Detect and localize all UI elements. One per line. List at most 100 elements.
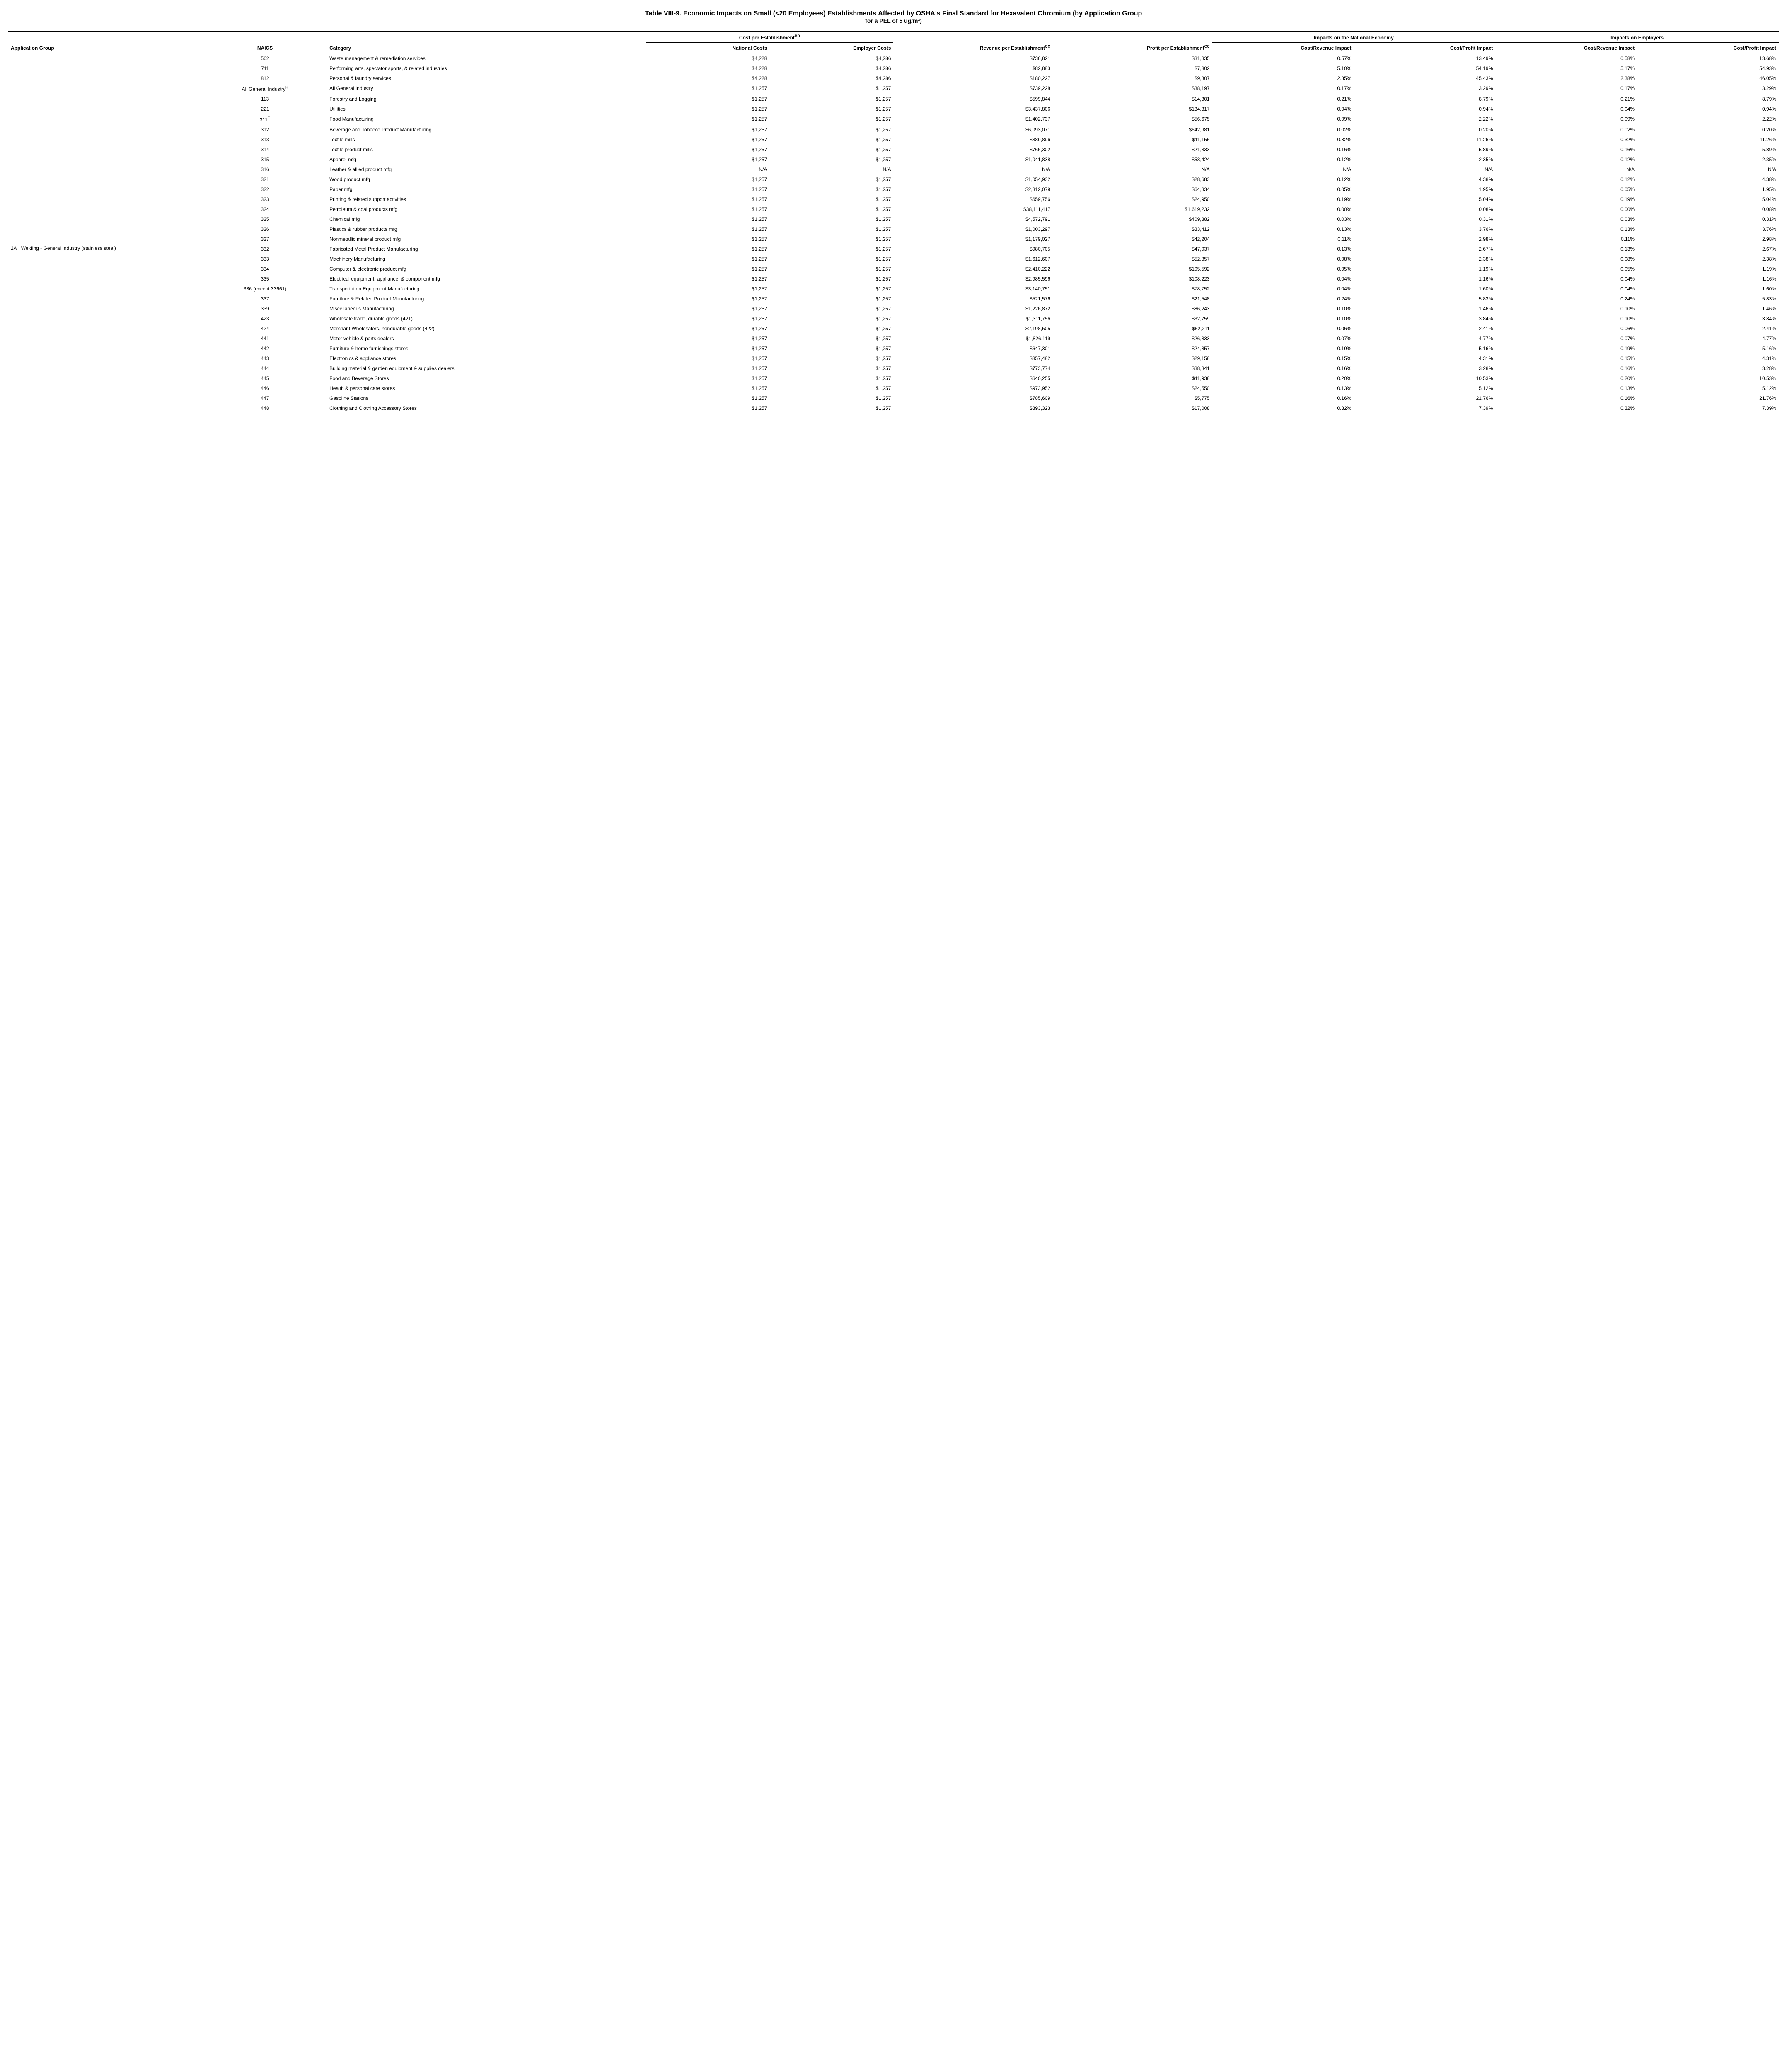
- cell-cp-emp: 5.16%: [1637, 344, 1779, 353]
- cell-profit: $642,981: [1053, 125, 1212, 135]
- cell-cp-emp: 0.94%: [1637, 104, 1779, 114]
- cell-cr-nat: 0.04%: [1212, 274, 1354, 284]
- cell-cp-emp: 54.93%: [1637, 63, 1779, 73]
- cell-category: Forestry and Logging: [327, 94, 646, 104]
- cell-naics: 446: [203, 383, 327, 393]
- cell-cp-emp: 2.38%: [1637, 254, 1779, 264]
- table-row: 448Clothing and Clothing Accessory Store…: [8, 403, 1779, 413]
- cell-employer-costs: $1,257: [769, 373, 893, 383]
- cell-cp-nat: 21.76%: [1354, 393, 1495, 403]
- table-title: Table VIII-9. Economic Impacts on Small …: [8, 10, 1779, 24]
- cell-category: Clothing and Clothing Accessory Stores: [327, 403, 646, 413]
- cell-cp-nat: 3.84%: [1354, 314, 1495, 324]
- col-employer-costs: Employer Costs: [769, 43, 893, 53]
- cell-category: Electronics & appliance stores: [327, 353, 646, 363]
- cell-profit: $38,197: [1053, 83, 1212, 94]
- cell-cp-emp: 10.53%: [1637, 373, 1779, 383]
- table-row: 562Waste management & remediation servic…: [8, 53, 1779, 63]
- cell-category: Wood product mfg: [327, 174, 646, 184]
- cell-revenue: $640,255: [893, 373, 1053, 383]
- cell-cr-emp: 0.32%: [1495, 135, 1637, 145]
- cell-employer-costs: $1,257: [769, 174, 893, 184]
- cell-revenue: $980,705: [893, 244, 1053, 254]
- cell-cp-emp: 2.98%: [1637, 234, 1779, 244]
- cell-cp-emp: 3.29%: [1637, 83, 1779, 94]
- cell-national-costs: $1,257: [646, 83, 769, 94]
- table-row: 325Chemical mfg$1,257$1,257$4,572,791$40…: [8, 214, 1779, 224]
- cell-cr-emp: 0.16%: [1495, 145, 1637, 155]
- cell-revenue: $647,301: [893, 344, 1053, 353]
- cell-cr-emp: 0.00%: [1495, 204, 1637, 214]
- table-row: 442Furniture & home furnishings stores$1…: [8, 344, 1779, 353]
- cell-naics: 311C: [203, 114, 327, 125]
- table-row: 327Nonmetallic mineral product mfg$1,257…: [8, 234, 1779, 244]
- cell-cr-nat: 0.04%: [1212, 104, 1354, 114]
- cell-national-costs: $1,257: [646, 294, 769, 304]
- col-category: Category: [327, 43, 646, 53]
- cell-cp-nat: 1.19%: [1354, 264, 1495, 274]
- cell-employer-costs: $1,257: [769, 244, 893, 254]
- cell-naics: 448: [203, 403, 327, 413]
- cell-employer-costs: $1,257: [769, 194, 893, 204]
- cell-employer-costs: $1,257: [769, 383, 893, 393]
- cell-cr-emp: 0.16%: [1495, 393, 1637, 403]
- cell-profit: $64,334: [1053, 184, 1212, 194]
- cell-employer-costs: $1,257: [769, 363, 893, 373]
- cell-employer-costs: $1,257: [769, 145, 893, 155]
- cell-naics: 337: [203, 294, 327, 304]
- cell-cp-nat: 3.28%: [1354, 363, 1495, 373]
- cell-naics: 316: [203, 165, 327, 174]
- cell-category: Paper mfg: [327, 184, 646, 194]
- table-row: 336 (except 33661)Transportation Equipme…: [8, 284, 1779, 294]
- cell-profit: $86,243: [1053, 304, 1212, 314]
- cell-cr-emp: 0.05%: [1495, 264, 1637, 274]
- cell-naics: 441: [203, 334, 327, 344]
- cell-national-costs: $1,257: [646, 94, 769, 104]
- cell-national-costs: $1,257: [646, 334, 769, 344]
- cell-cr-emp: 0.58%: [1495, 53, 1637, 63]
- cell-cr-nat: 0.57%: [1212, 53, 1354, 63]
- table-row: 312Beverage and Tobacco Product Manufact…: [8, 125, 1779, 135]
- cell-cr-emp: 0.20%: [1495, 373, 1637, 383]
- cell-employer-costs: $1,257: [769, 155, 893, 165]
- cell-cp-nat: 5.83%: [1354, 294, 1495, 304]
- cell-cp-emp: 5.04%: [1637, 194, 1779, 204]
- cell-cr-emp: 0.15%: [1495, 353, 1637, 363]
- cell-employer-costs: $1,257: [769, 304, 893, 314]
- cell-cp-nat: 0.20%: [1354, 125, 1495, 135]
- cell-cp-nat: 45.43%: [1354, 73, 1495, 83]
- cell-category: Performing arts, spectator sports, & rel…: [327, 63, 646, 73]
- cell-national-costs: $1,257: [646, 104, 769, 114]
- cell-cr-nat: 0.24%: [1212, 294, 1354, 304]
- cell-profit: $47,037: [1053, 244, 1212, 254]
- cell-national-costs: $1,257: [646, 383, 769, 393]
- cell-cp-emp: 0.20%: [1637, 125, 1779, 135]
- cell-employer-costs: $4,286: [769, 53, 893, 63]
- cell-category: Furniture & home furnishings stores: [327, 344, 646, 353]
- cell-revenue: $766,302: [893, 145, 1053, 155]
- cell-national-costs: $1,257: [646, 344, 769, 353]
- cell-cp-nat: 7.39%: [1354, 403, 1495, 413]
- cell-category: Furniture & Related Product Manufacturin…: [327, 294, 646, 304]
- cell-category: Computer & electronic product mfg: [327, 264, 646, 274]
- cell-revenue: N/A: [893, 165, 1053, 174]
- table-body: 562Waste management & remediation servic…: [8, 53, 1779, 413]
- cell-profit: $24,357: [1053, 344, 1212, 353]
- cell-cr-emp: 0.08%: [1495, 254, 1637, 264]
- cell-revenue: $180,227: [893, 73, 1053, 83]
- cell-revenue: $2,410,222: [893, 264, 1053, 274]
- cell-cr-nat: 0.13%: [1212, 244, 1354, 254]
- cell-revenue: $521,576: [893, 294, 1053, 304]
- app-group-label: Welding - General Industry (stainless st…: [21, 245, 116, 251]
- cell-revenue: $1,054,932: [893, 174, 1053, 184]
- cell-revenue: $389,896: [893, 135, 1053, 145]
- cell-revenue: $3,140,751: [893, 284, 1053, 294]
- col-cp-emp: Cost/Profit Impact: [1637, 43, 1779, 53]
- cell-employer-costs: $1,257: [769, 393, 893, 403]
- cell-cr-emp: N/A: [1495, 165, 1637, 174]
- cell-national-costs: $1,257: [646, 114, 769, 125]
- cell-cp-emp: 4.38%: [1637, 174, 1779, 184]
- cell-category: Transportation Equipment Manufacturing: [327, 284, 646, 294]
- cell-employer-costs: N/A: [769, 165, 893, 174]
- cell-national-costs: $1,257: [646, 314, 769, 324]
